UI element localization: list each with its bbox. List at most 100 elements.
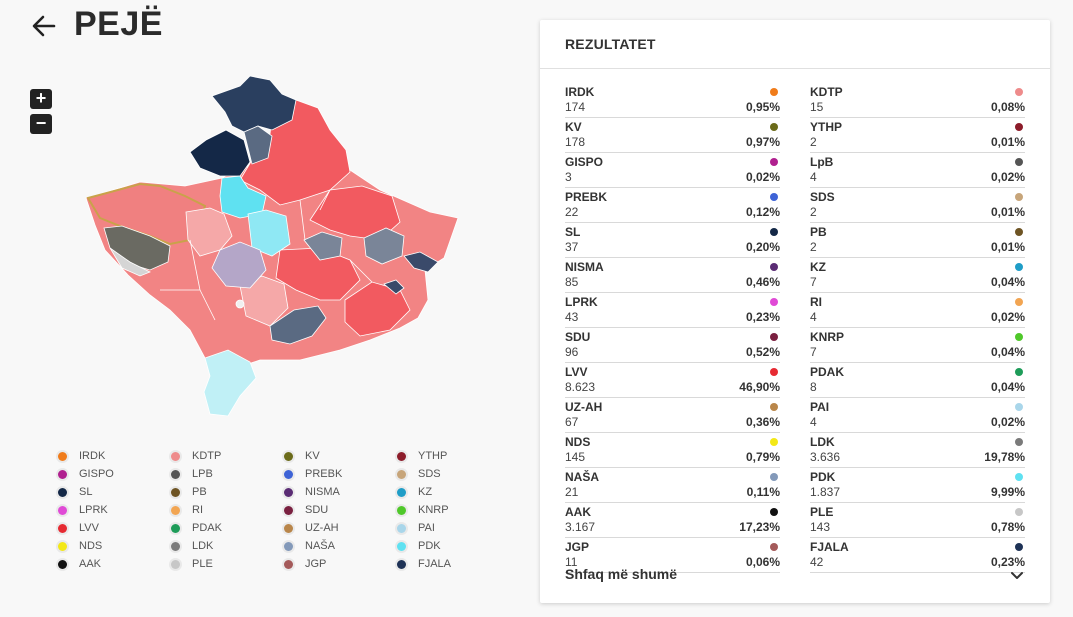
party-color-dot <box>770 158 778 166</box>
map-region[interactable] <box>211 75 297 133</box>
party-percentage: 0,01% <box>990 205 1025 219</box>
result-row: PDAK 8 0,04% <box>810 363 1025 398</box>
legend-color-dot <box>397 541 406 551</box>
party-name: SDS <box>810 190 835 204</box>
party-color-dot <box>770 543 778 551</box>
legend-color-dot <box>58 505 67 515</box>
legend-item: GISPO <box>58 468 171 480</box>
party-name: LPRK <box>565 295 598 309</box>
party-percentage: 0,78% <box>990 520 1025 534</box>
map-region[interactable] <box>239 275 289 327</box>
party-votes: 42 <box>810 555 824 569</box>
municipality-map[interactable] <box>60 60 480 430</box>
legend-color-dot <box>397 469 406 479</box>
party-name: NISMA <box>565 260 604 274</box>
party-votes: 143 <box>810 520 831 534</box>
map-region[interactable] <box>211 241 267 289</box>
chevron-down-icon[interactable] <box>1009 568 1025 584</box>
party-name: SL <box>565 225 581 239</box>
party-name: SDU <box>565 330 591 344</box>
map-region[interactable] <box>344 281 411 337</box>
party-votes: 4 <box>810 415 817 429</box>
party-votes: 67 <box>565 415 579 429</box>
map-region[interactable] <box>239 99 351 206</box>
result-row: LPRK 43 0,23% <box>565 293 780 328</box>
result-row: PB 2 0,01% <box>810 223 1025 258</box>
party-name: PREBK <box>565 190 608 204</box>
legend-label: SDS <box>418 468 441 480</box>
party-name: PDK <box>810 470 836 484</box>
party-percentage: 0,02% <box>990 310 1025 324</box>
legend-label: KDTP <box>192 450 222 462</box>
result-row: SDU 96 0,52% <box>565 328 780 363</box>
map-region[interactable] <box>189 129 251 177</box>
party-percentage: 0,11% <box>746 485 780 499</box>
party-percentage: 0,97% <box>745 135 780 149</box>
map-region[interactable] <box>403 251 439 273</box>
legend-item: SDS <box>397 468 510 480</box>
party-percentage: 0,23% <box>990 555 1025 569</box>
party-votes: 11 <box>565 555 578 569</box>
map-region[interactable] <box>383 279 405 295</box>
party-votes: 2 <box>810 135 817 149</box>
legend-color-dot <box>171 541 180 551</box>
legend-color-dot <box>171 523 180 533</box>
party-votes: 4 <box>810 170 817 184</box>
legend-item: PLE <box>171 558 284 570</box>
result-row: PREBK 22 0,12% <box>565 188 780 223</box>
legend-color-dot <box>284 505 293 515</box>
result-row: NISMA 85 0,46% <box>565 258 780 293</box>
party-name: KDTP <box>810 85 843 99</box>
legend-color-dot <box>284 541 293 551</box>
party-name: IRDK <box>565 85 595 99</box>
legend-label: PLE <box>192 558 213 570</box>
result-row: NAŠA 21 0,11% <box>565 468 780 503</box>
legend-color-dot <box>58 523 67 533</box>
party-name: NAŠA <box>565 470 600 484</box>
result-row: KDTP 15 0,08% <box>810 83 1025 118</box>
party-votes: 145 <box>565 450 586 464</box>
map-region[interactable] <box>363 227 405 265</box>
party-votes: 37 <box>565 240 579 254</box>
party-name: FJALA <box>810 540 849 554</box>
legend-color-dot <box>58 487 67 497</box>
party-percentage: 0,02% <box>745 170 780 184</box>
legend-item: IRDK <box>58 450 171 462</box>
party-percentage: 0,36% <box>745 415 780 429</box>
result-row: KV 178 0,97% <box>565 118 780 153</box>
party-percentage: 0,08% <box>990 100 1025 114</box>
result-row: KZ 7 0,04% <box>810 258 1025 293</box>
legend-color-dot <box>171 469 180 479</box>
legend-label: RI <box>192 504 203 516</box>
party-color-dot <box>1015 403 1023 411</box>
party-percentage: 0,52% <box>745 345 780 359</box>
legend-label: SL <box>79 486 93 498</box>
result-row: LVV 8.623 46,90% <box>565 363 780 398</box>
map-region[interactable] <box>243 125 273 165</box>
party-votes: 3 <box>565 170 572 184</box>
map-region[interactable] <box>303 231 343 261</box>
show-more-button[interactable]: Shfaq më shumë <box>565 566 678 582</box>
zoom-out-button[interactable]: − <box>30 114 52 134</box>
legend-color-dot <box>58 469 67 479</box>
party-color-dot <box>770 333 778 341</box>
party-votes: 3.167 <box>565 520 596 534</box>
zoom-in-button[interactable]: + <box>30 89 52 109</box>
legend-label: KZ <box>418 486 433 498</box>
map-region[interactable] <box>109 247 151 277</box>
party-color-dot <box>1015 263 1023 271</box>
party-name: JGP <box>565 540 590 554</box>
party-votes: 8 <box>810 380 817 394</box>
map-region[interactable] <box>235 299 245 309</box>
map-region[interactable] <box>185 207 233 257</box>
back-arrow-icon[interactable] <box>28 10 60 42</box>
result-row: JGP 11 0,06% <box>565 538 780 573</box>
party-name: LDK <box>810 435 835 449</box>
legend-label: LDK <box>192 540 214 552</box>
map-region[interactable] <box>269 305 327 345</box>
legend-item: NISMA <box>284 486 397 498</box>
party-color-dot <box>770 228 778 236</box>
party-percentage: 19,78% <box>984 450 1025 464</box>
map-region[interactable] <box>203 349 257 417</box>
result-row: PLE 143 0,78% <box>810 503 1025 538</box>
